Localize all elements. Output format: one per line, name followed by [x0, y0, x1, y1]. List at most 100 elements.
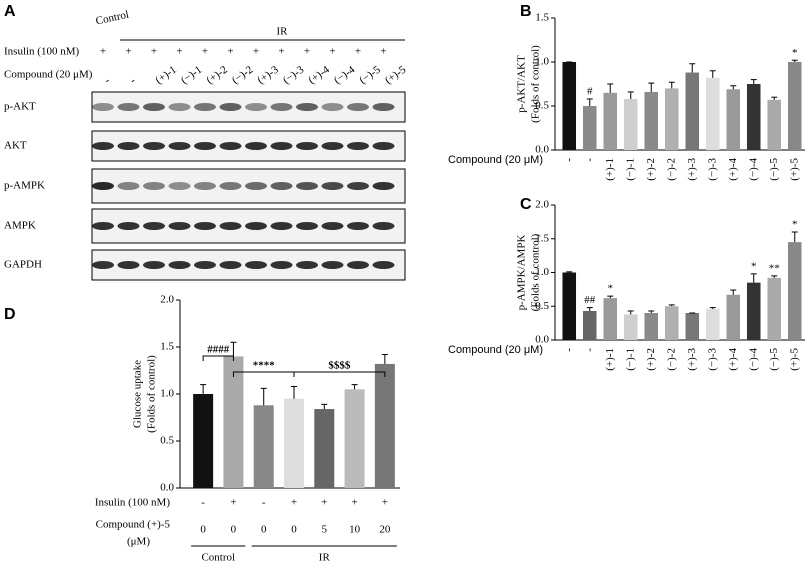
x-axis-label: Compound (20 μM) [448, 344, 543, 356]
group-label: Control [201, 552, 235, 564]
annotation: * [751, 260, 757, 272]
x-axis-label: Compound (20 μM) [448, 154, 543, 166]
bar [685, 313, 700, 340]
bar [193, 394, 214, 488]
blot-band [321, 103, 344, 111]
blot-band [321, 142, 344, 150]
y-tick-label: 1.5 [535, 12, 549, 24]
blot-band [245, 222, 267, 230]
compound-dose: 0 [261, 524, 267, 536]
blot-label: p-AKT [4, 101, 36, 113]
blot-band [168, 222, 191, 230]
compound-label: (+)-2 [204, 64, 229, 87]
blot-band [219, 261, 242, 269]
x-tick-label: (+)-2 [645, 348, 657, 371]
insulin-sign: + [291, 497, 297, 509]
panel-letter: C [520, 196, 532, 213]
blot-band [347, 142, 369, 150]
panel-letter: A [4, 3, 16, 20]
compound-label: (+)-1 [153, 64, 178, 87]
blot-band [270, 182, 293, 190]
bar [644, 313, 659, 340]
row-unit: (μM) [127, 536, 150, 548]
blot-band [372, 142, 395, 150]
x-tick-label: (+)-3 [686, 348, 698, 371]
insulin-sign: + [151, 46, 157, 58]
compound-label: (−)-1 [179, 64, 204, 87]
blot-band [321, 222, 344, 230]
insulin-sign: - [201, 497, 205, 509]
bar [284, 398, 304, 488]
y-tick-label: 1.0 [160, 388, 174, 400]
annotation: #### [207, 344, 230, 356]
blot-band [372, 222, 395, 230]
bar [582, 106, 597, 150]
blot-band [270, 261, 293, 269]
blot-band [219, 182, 242, 190]
compound-dose: 5 [322, 524, 328, 536]
annotation: ** [769, 262, 780, 274]
annotation: **** [253, 360, 276, 372]
blot-band [347, 182, 369, 190]
blot-band [194, 103, 216, 111]
y-tick-label: 2.0 [160, 294, 174, 306]
x-tick-label: - [583, 348, 595, 352]
bar [787, 242, 802, 340]
blot-label: GAPDH [4, 259, 42, 271]
insulin-sign: + [230, 497, 236, 509]
insulin-sign: + [304, 46, 310, 58]
compound-dose: 0 [291, 524, 297, 536]
group-label: Control [95, 9, 130, 28]
blot-label: AMPK [4, 220, 36, 232]
panel-letter: B [520, 3, 532, 20]
x-tick-label: (−)-2 [665, 158, 677, 181]
x-tick-label: - [563, 158, 575, 162]
annotation: $$$$ [328, 360, 351, 372]
blot-band [372, 103, 395, 111]
annotation: * [792, 219, 798, 231]
row-label: Compound (20 μM) [4, 69, 93, 81]
blot-band [143, 142, 165, 150]
compound-dose: 0 [200, 524, 206, 536]
blot-band [143, 261, 165, 269]
row-label: Insulin (100 nM) [95, 497, 171, 509]
y-tick-label: 2.0 [535, 199, 549, 211]
y-tick-label: 0.0 [535, 144, 549, 156]
bar [685, 72, 700, 150]
blot-band [168, 261, 191, 269]
y-tick-label: 0.5 [535, 100, 549, 112]
blot-band [117, 182, 140, 190]
compound-label: - [102, 74, 112, 86]
blot-label: AKT [4, 140, 27, 152]
bar [603, 92, 618, 150]
x-tick-label: (−)-2 [665, 348, 677, 371]
x-tick-label: (−)-4 [747, 158, 759, 181]
x-tick-label: (+)-3 [686, 158, 698, 181]
bar [664, 88, 679, 150]
x-tick-label: (−)-5 [768, 348, 780, 371]
blot-band [168, 103, 191, 111]
x-tick-label: (−)-3 [706, 348, 718, 371]
x-tick-label: (+)-5 [788, 158, 800, 181]
bar [623, 98, 638, 150]
blot-band [219, 222, 242, 230]
blot-band [270, 222, 293, 230]
blot-band [321, 182, 344, 190]
blot-band [219, 103, 242, 111]
compound-label: (−)-2 [230, 64, 255, 87]
compound-label: (−)-5 [357, 63, 383, 86]
annotation: * [792, 47, 798, 59]
blot-band [92, 142, 114, 150]
x-tick-label: (−)-5 [768, 158, 780, 181]
y-tick-label: 1.5 [535, 232, 549, 244]
blot-band [296, 261, 318, 269]
compound-label: (−)-4 [332, 63, 358, 86]
y-axis-label: (Folds of control) [530, 233, 542, 311]
bar [767, 99, 782, 150]
bar [374, 363, 395, 488]
y-tick-label: 0.0 [160, 482, 174, 494]
insulin-sign: + [380, 46, 386, 58]
blot-band [143, 103, 165, 111]
